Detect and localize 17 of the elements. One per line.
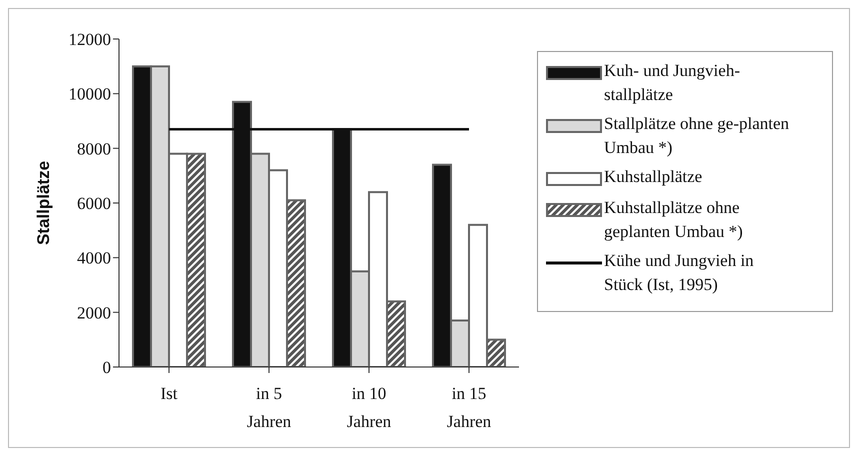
legend-label: Kuhstallplätze: [604, 166, 704, 188]
y-tick-label: 4000: [77, 248, 111, 268]
y-tick-label: 10000: [68, 84, 111, 104]
legend-label: Kühe und Jungvieh in Stück (Ist, 1995): [604, 250, 755, 296]
y-tick-label: 0: [102, 358, 111, 378]
y-tick-label: 12000: [68, 30, 111, 50]
legend-label: Kuh- und Jungvieh-stallplätze: [604, 60, 741, 106]
y-tick-label: 2000: [77, 303, 111, 322]
legend-label: Stallplätze ohne ge-planten Umbau *): [604, 113, 790, 159]
x-tick-label: Ist: [160, 384, 178, 404]
y-axis-title: Stallplätze: [34, 160, 54, 246]
x-tick-label: in 10 Jahren: [346, 384, 392, 432]
y-tick-label: 6000: [77, 194, 111, 214]
y-tick-label: 8000: [77, 139, 111, 158]
x-tick-label: in 5 Jahren: [246, 384, 292, 432]
x-tick-label: in 15 Jahren: [446, 384, 492, 432]
legend-label: Kuhstallplätze ohne geplanten Umbau *): [604, 197, 744, 243]
